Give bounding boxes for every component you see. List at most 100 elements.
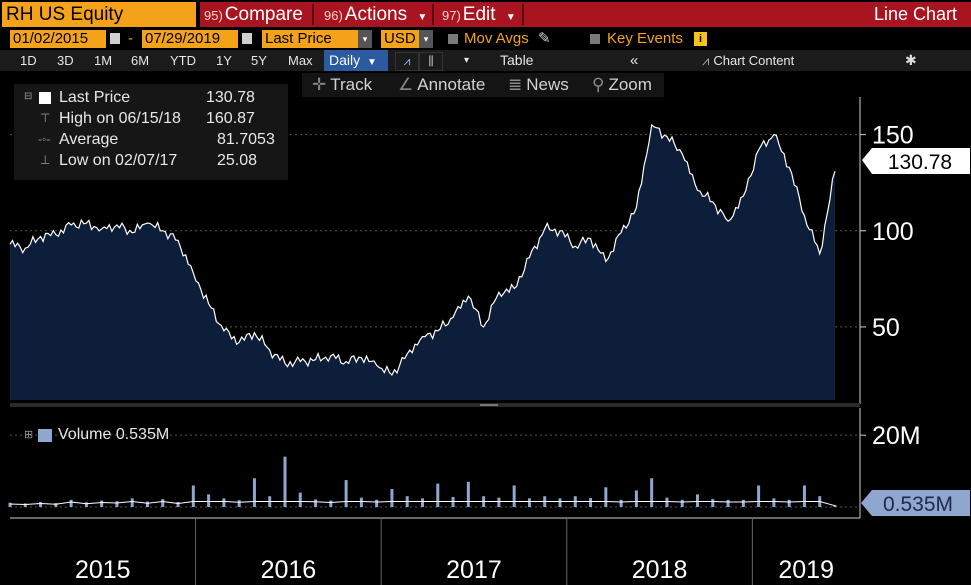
volume-bar [39, 501, 43, 507]
annotate-tool[interactable]: ∠ Annotate [398, 73, 485, 97]
volume-bar [237, 500, 241, 507]
compare-button[interactable]: 95) Compare [204, 2, 303, 27]
frequency-select[interactable]: Daily ▼ [324, 50, 388, 71]
range-max[interactable]: Max [288, 53, 313, 68]
actions-label: Actions [344, 4, 408, 25]
gear-icon[interactable]: ✱ [905, 52, 917, 68]
chart-content-label: Chart Content [713, 53, 795, 68]
volume-bar [191, 485, 195, 507]
volume-bar [146, 501, 149, 507]
chevron-down-icon[interactable]: ▾ [358, 30, 372, 48]
panel-divider[interactable] [10, 403, 860, 407]
collapse-button[interactable]: « [630, 52, 639, 69]
actions-button[interactable]: 96) Actions ▼ [324, 2, 427, 27]
zoom-label: Zoom [608, 75, 652, 94]
y-tick-label: 20M [872, 422, 921, 450]
key-events-label[interactable]: Key Events [607, 30, 683, 47]
field-select[interactable]: Last Price [262, 30, 358, 48]
info-icon[interactable]: i [694, 32, 707, 46]
zoom-tool[interactable]: ⚲ Zoom [592, 73, 652, 97]
chevron-down-icon[interactable]: ▾ [464, 55, 470, 66]
currency-select[interactable]: USD [381, 30, 419, 48]
collapse-icon[interactable]: ⊟ [24, 91, 33, 102]
range-row: 1D 3D 1M 6M YTD 1Y 5Y Max Daily ▼ ⩘ ⫼ ▾ … [0, 50, 971, 71]
volume-bar [100, 500, 104, 507]
frequency-label: Daily [329, 52, 361, 68]
average-marker-icon: -◦- [38, 132, 51, 146]
pencil-icon[interactable]: ✎ [538, 30, 551, 47]
crosshair-icon: ✛ [312, 75, 327, 94]
start-date-field[interactable]: 01/02/2015 [10, 30, 106, 48]
volume-bar [207, 494, 211, 507]
mov-avgs-checkbox[interactable] [448, 34, 458, 44]
volume-bar [84, 502, 88, 507]
volume-bar [527, 498, 531, 507]
y-tick-label: 150 [872, 122, 914, 150]
resize-handle-icon[interactable] [480, 404, 498, 406]
volume-bar [512, 485, 516, 507]
price-legend[interactable]: ⊟ Last Price 130.78 ⊤ High on 06/15/18 1… [14, 84, 288, 180]
volume-bar [115, 501, 119, 507]
view-title: Line Chart [873, 4, 957, 24]
volume-bar [772, 498, 776, 507]
range-1m[interactable]: 1M [94, 53, 113, 68]
calendar-icon[interactable] [242, 33, 252, 44]
volume-bar [329, 500, 333, 507]
y-tick-label: 100 [872, 218, 914, 246]
mov-avgs-label[interactable]: Mov Avgs [464, 30, 529, 47]
ticker-field[interactable]: RH US Equity [2, 2, 196, 27]
range-1y[interactable]: 1Y [216, 53, 232, 68]
end-date-field[interactable]: 07/29/2019 [142, 30, 238, 48]
x-tick-label: 2018 [632, 556, 688, 584]
volume-legend-label: Volume 0.535M [58, 426, 170, 443]
calendar-icon[interactable] [110, 33, 120, 44]
volume-bar [69, 499, 73, 507]
chevron-down-icon: ▼ [417, 12, 428, 23]
y-tick-label: 50 [872, 314, 900, 342]
volume-bar [176, 501, 180, 507]
volume-bar [680, 499, 684, 507]
volume-bar [589, 498, 593, 507]
range-5y[interactable]: 5Y [251, 53, 267, 68]
chevron-down-icon[interactable]: ▾ [419, 30, 433, 48]
volume-bar [359, 497, 363, 507]
volume-bar [711, 499, 715, 507]
compare-label: Compare [224, 4, 303, 25]
table-button[interactable]: Table [500, 52, 534, 68]
edit-button[interactable]: 97) Edit ▼ [442, 2, 516, 27]
line-chart-icon[interactable]: ⩘ [395, 52, 419, 71]
edit-hotkey: 97) [442, 8, 461, 23]
volume-bar [436, 483, 440, 507]
volume-bar [696, 494, 699, 507]
range-6m[interactable]: 6M [131, 53, 150, 68]
expand-icon[interactable]: ⊞ [24, 429, 34, 441]
chart-content-button[interactable]: ⩘ Chart Content [702, 50, 794, 71]
volume-bar [298, 492, 302, 507]
volume-bar [23, 503, 27, 507]
x-tick-label: 2015 [75, 556, 131, 584]
annotate-label: Annotate [417, 75, 486, 94]
candlestick-icon[interactable]: ⫼ [419, 52, 443, 71]
volume-bar [619, 499, 623, 507]
news-icon: ≣ [508, 75, 523, 94]
price-panel: 50 100 150 130.78 [9, 97, 970, 404]
volume-y-ticks: 20M [860, 422, 921, 450]
volume-bar [222, 498, 226, 507]
volume-bar [375, 499, 379, 507]
range-ytd[interactable]: YTD [170, 53, 196, 68]
volume-bar [787, 499, 791, 507]
volume-bar [497, 497, 501, 507]
price-area [10, 125, 835, 400]
track-tool[interactable]: ✛ Track [312, 73, 372, 97]
volume-bar [665, 497, 669, 507]
chart-tools: ✛ Track ∠ Annotate ≣ News ⚲ Zoom [302, 73, 664, 97]
search-icon: ⚲ [592, 75, 605, 94]
news-tool[interactable]: ≣ News [508, 73, 569, 97]
range-3d[interactable]: 3D [57, 53, 74, 68]
price-y-ticks: 50 100 150 [860, 122, 914, 342]
volume-panel: 20M 0.535M [8, 408, 970, 518]
key-events-checkbox[interactable] [590, 34, 600, 44]
volume-bar [54, 503, 58, 507]
range-1d[interactable]: 1D [20, 53, 37, 68]
